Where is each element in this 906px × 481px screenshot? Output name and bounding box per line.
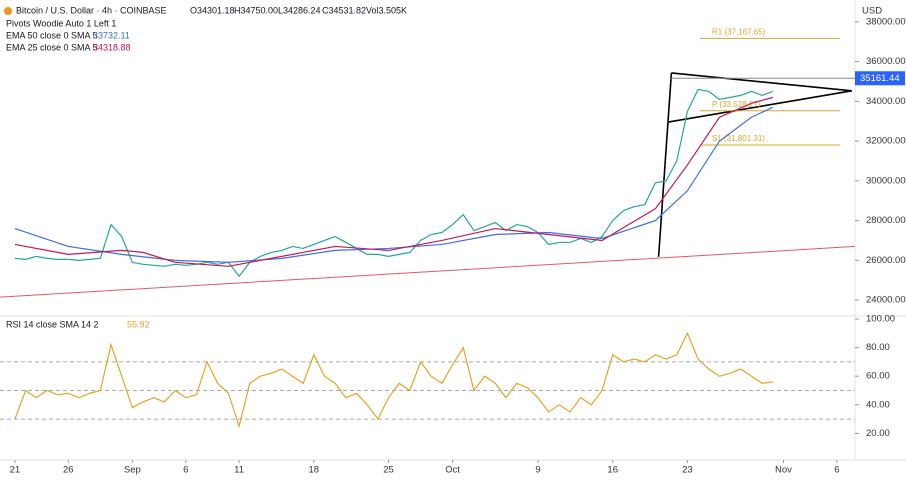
y-tick-label: 60.00 (866, 371, 890, 382)
ohlc-value: L34286.24 (278, 5, 321, 15)
legend-value: 34318.88 (93, 42, 131, 52)
y-tick-label: 100.00 (866, 314, 895, 325)
x-tick-label: Oct (445, 465, 460, 476)
ohlc-value: Vol3.505K (366, 5, 407, 15)
y-tick-label: 34000.00 (866, 96, 906, 107)
y-tick-label: 24000.00 (866, 295, 906, 306)
indicator-label: Pivots Woodie Auto 1 Left 1 (6, 18, 116, 28)
rsi-title: RSI 14 close SMA 14 2 (6, 319, 99, 329)
pivot-label: P (33,528.27) (712, 100, 761, 109)
x-tick-label: 23 (682, 465, 693, 476)
price-badge (855, 71, 905, 86)
x-tick-label: 16 (607, 465, 618, 476)
x-tick-label: 26 (63, 465, 74, 476)
series-line (14, 88, 774, 278)
y-tick-label: 38000.00 (866, 16, 906, 27)
x-tick-label: 9 (535, 465, 540, 476)
x-tick-label: 18 (309, 465, 320, 476)
legend-value: 33732.11 (93, 30, 130, 40)
legend-name: EMA 25 close 0 SMA 5 (6, 42, 98, 52)
legend-name: EMA 50 close 0 SMA 5 (6, 30, 98, 40)
x-tick-label: 21 (10, 465, 21, 476)
symbol-icon (4, 7, 12, 15)
y-tick-label: 80.00 (866, 342, 890, 353)
axis-unit: USD (862, 6, 882, 17)
series-line (14, 106, 774, 263)
y-tick-label: 28000.00 (866, 215, 906, 226)
series-line (14, 331, 773, 429)
y-tick-label: 32000.00 (866, 136, 906, 147)
price-label: 35161.44 (860, 73, 900, 84)
pivot-label: S1 (31,801.31) (712, 134, 765, 143)
ohlc-value: C34531.82 (322, 5, 366, 15)
y-tick-label: 36000.00 (866, 56, 906, 67)
trend-line (671, 72, 852, 92)
y-tick-label: 30000.00 (866, 175, 906, 186)
rsi-value: 55.92 (127, 319, 150, 329)
y-tick-label: 26000.00 (866, 255, 906, 266)
chart-title: Bitcoin / U.S. Dollar · 4h · COINBASE (16, 5, 167, 15)
trend-line (668, 90, 852, 123)
x-tick-label: 11 (234, 465, 244, 476)
x-tick-label: 6 (834, 465, 839, 476)
x-tick-label: Nov (775, 465, 792, 476)
x-tick-label: Sep (124, 465, 141, 476)
trend-line (657, 72, 673, 257)
x-tick-label: 25 (383, 465, 394, 476)
trend-line (0, 245, 856, 298)
x-tick-label: 6 (183, 465, 188, 476)
series-line (14, 96, 773, 267)
y-tick-label: 40.00 (866, 399, 890, 410)
ohlc-value: O34301.18 (190, 5, 235, 15)
ohlc-value: H34750.00 (234, 5, 278, 15)
y-tick-label: 20.00 (866, 428, 890, 439)
pivot-label: R1 (37,167.65) (712, 28, 766, 37)
